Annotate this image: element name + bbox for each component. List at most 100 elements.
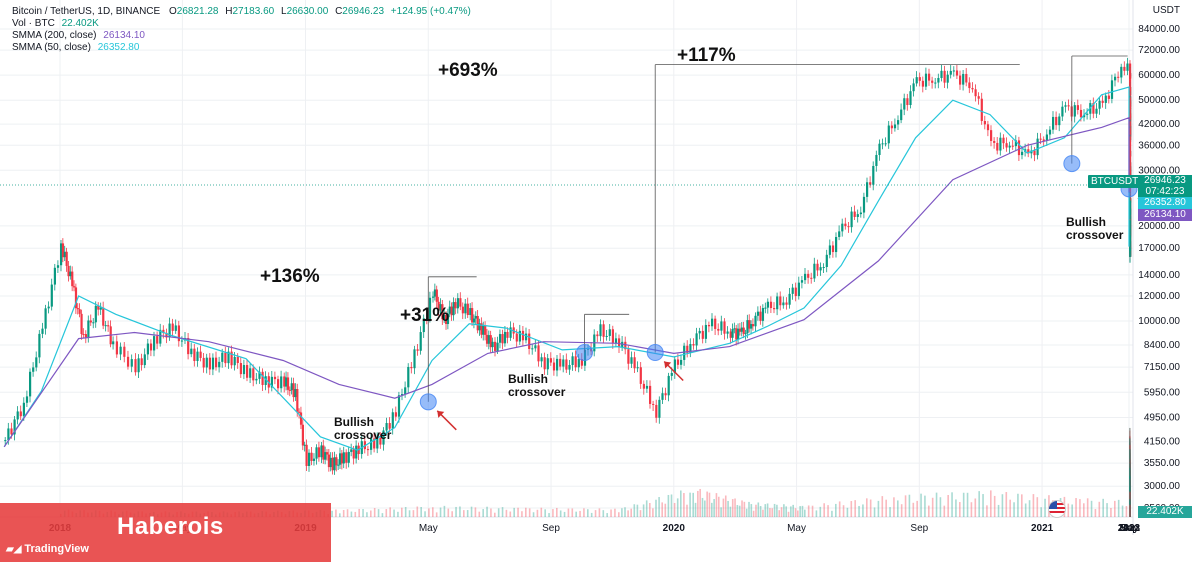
price-tick-label: 17000.00 xyxy=(1138,243,1180,254)
candle-body xyxy=(299,412,303,425)
candle-body xyxy=(315,447,318,459)
volume-bar xyxy=(416,506,419,517)
volume-bar xyxy=(982,494,984,517)
candle-body xyxy=(596,334,599,337)
candle-body xyxy=(509,327,512,338)
candle-body xyxy=(69,271,72,277)
candle-body xyxy=(630,357,633,364)
candle-body xyxy=(388,423,391,429)
candle-body xyxy=(303,444,306,446)
candle-body xyxy=(443,314,446,320)
candle-body xyxy=(333,457,336,471)
volume-bar xyxy=(1129,503,1131,517)
volume-bar xyxy=(951,492,953,517)
volume-bar xyxy=(759,506,762,517)
volume-bar xyxy=(544,509,546,517)
smma200-line[interactable] xyxy=(3,116,1130,448)
candle-body xyxy=(1079,109,1083,118)
candle-body xyxy=(822,267,825,269)
volume-bar xyxy=(1129,499,1131,517)
volume-bar xyxy=(658,497,660,517)
volume-bar xyxy=(846,507,849,517)
candle-body xyxy=(676,359,680,365)
candle-body xyxy=(577,359,580,368)
candle-body xyxy=(968,82,971,89)
candle-body xyxy=(29,371,32,397)
time-tick-label: 2022 xyxy=(1118,523,1141,534)
candle-body xyxy=(25,396,29,403)
us-flag-icon[interactable] xyxy=(1048,500,1066,518)
crossover-marker[interactable] xyxy=(646,344,664,362)
volume-bar xyxy=(664,503,667,517)
candle-body xyxy=(159,329,162,344)
volume-bar xyxy=(1129,498,1131,517)
volume-bar xyxy=(1021,494,1023,517)
candle-body xyxy=(897,120,900,125)
candle-body xyxy=(84,334,87,338)
crossover-marker[interactable] xyxy=(419,393,437,411)
volume-bar xyxy=(1036,497,1039,517)
candle-body xyxy=(779,296,782,306)
volume-bar xyxy=(447,508,450,517)
volume-bar xyxy=(766,503,769,517)
candle-body xyxy=(112,341,115,345)
volume-bar xyxy=(755,504,757,517)
volume-bar xyxy=(1129,470,1131,517)
volume-bar xyxy=(715,493,718,517)
candle-body xyxy=(841,223,844,232)
candle-body xyxy=(202,357,205,368)
candle-body xyxy=(853,211,856,217)
volume-bar xyxy=(1129,473,1131,517)
volume-bar xyxy=(804,509,806,517)
candle-body xyxy=(422,318,425,333)
volume-bar xyxy=(528,508,531,517)
volume-bar xyxy=(509,511,512,517)
candle-body xyxy=(425,318,428,320)
tradingview-logo[interactable]: ▰◢ TradingView xyxy=(6,543,89,555)
candle-body xyxy=(119,346,122,355)
candle-body xyxy=(924,73,928,87)
legend-smma200-row[interactable]: SMMA (200, close) 26134.10 xyxy=(12,30,471,42)
time-tick-label: Sep xyxy=(542,523,560,534)
legend-smma50-row[interactable]: SMMA (50, close) 26352.80 xyxy=(12,42,471,54)
candle-body xyxy=(53,267,56,285)
volume-bar xyxy=(1129,448,1131,517)
volume-bar xyxy=(1129,476,1131,517)
volume-bar xyxy=(1129,500,1131,517)
candle-body xyxy=(847,226,850,228)
volume-bar xyxy=(482,509,484,517)
volume-bar xyxy=(630,508,632,517)
candle-body xyxy=(943,70,946,83)
volume-bar xyxy=(724,495,727,517)
volume-bar xyxy=(877,500,880,517)
crossover-marker[interactable] xyxy=(1063,155,1081,173)
volume-bar xyxy=(443,505,446,517)
crossover-label-1: Bullish crossover xyxy=(334,415,392,442)
volume-bar xyxy=(854,500,856,517)
candle-body xyxy=(7,428,10,441)
volume-bar xyxy=(1001,494,1004,517)
candle-body xyxy=(56,265,60,268)
candle-body xyxy=(1064,105,1067,107)
volume-bar xyxy=(771,508,774,517)
candle-body xyxy=(345,452,348,463)
volume-bar xyxy=(366,512,368,517)
legend-volume-row[interactable]: Vol · BTC 22.402K xyxy=(12,18,471,30)
candle-body xyxy=(41,328,44,334)
candle-body xyxy=(872,165,875,185)
crossover-marker[interactable] xyxy=(576,344,594,362)
time-tick-label: May xyxy=(1120,523,1139,534)
volume-bar xyxy=(924,495,926,517)
candle-body xyxy=(277,379,280,389)
volume-bar xyxy=(748,501,750,517)
volume-bar xyxy=(699,488,701,517)
volume-bar xyxy=(1129,459,1131,517)
volume-bar xyxy=(1110,507,1112,517)
candle-body xyxy=(546,358,549,370)
time-tick-label: Sep xyxy=(1120,523,1138,534)
volume-bar xyxy=(885,499,887,517)
price-tick-label: 3000.00 xyxy=(1144,481,1181,492)
candle-body xyxy=(97,305,100,310)
candle-body xyxy=(180,340,184,342)
